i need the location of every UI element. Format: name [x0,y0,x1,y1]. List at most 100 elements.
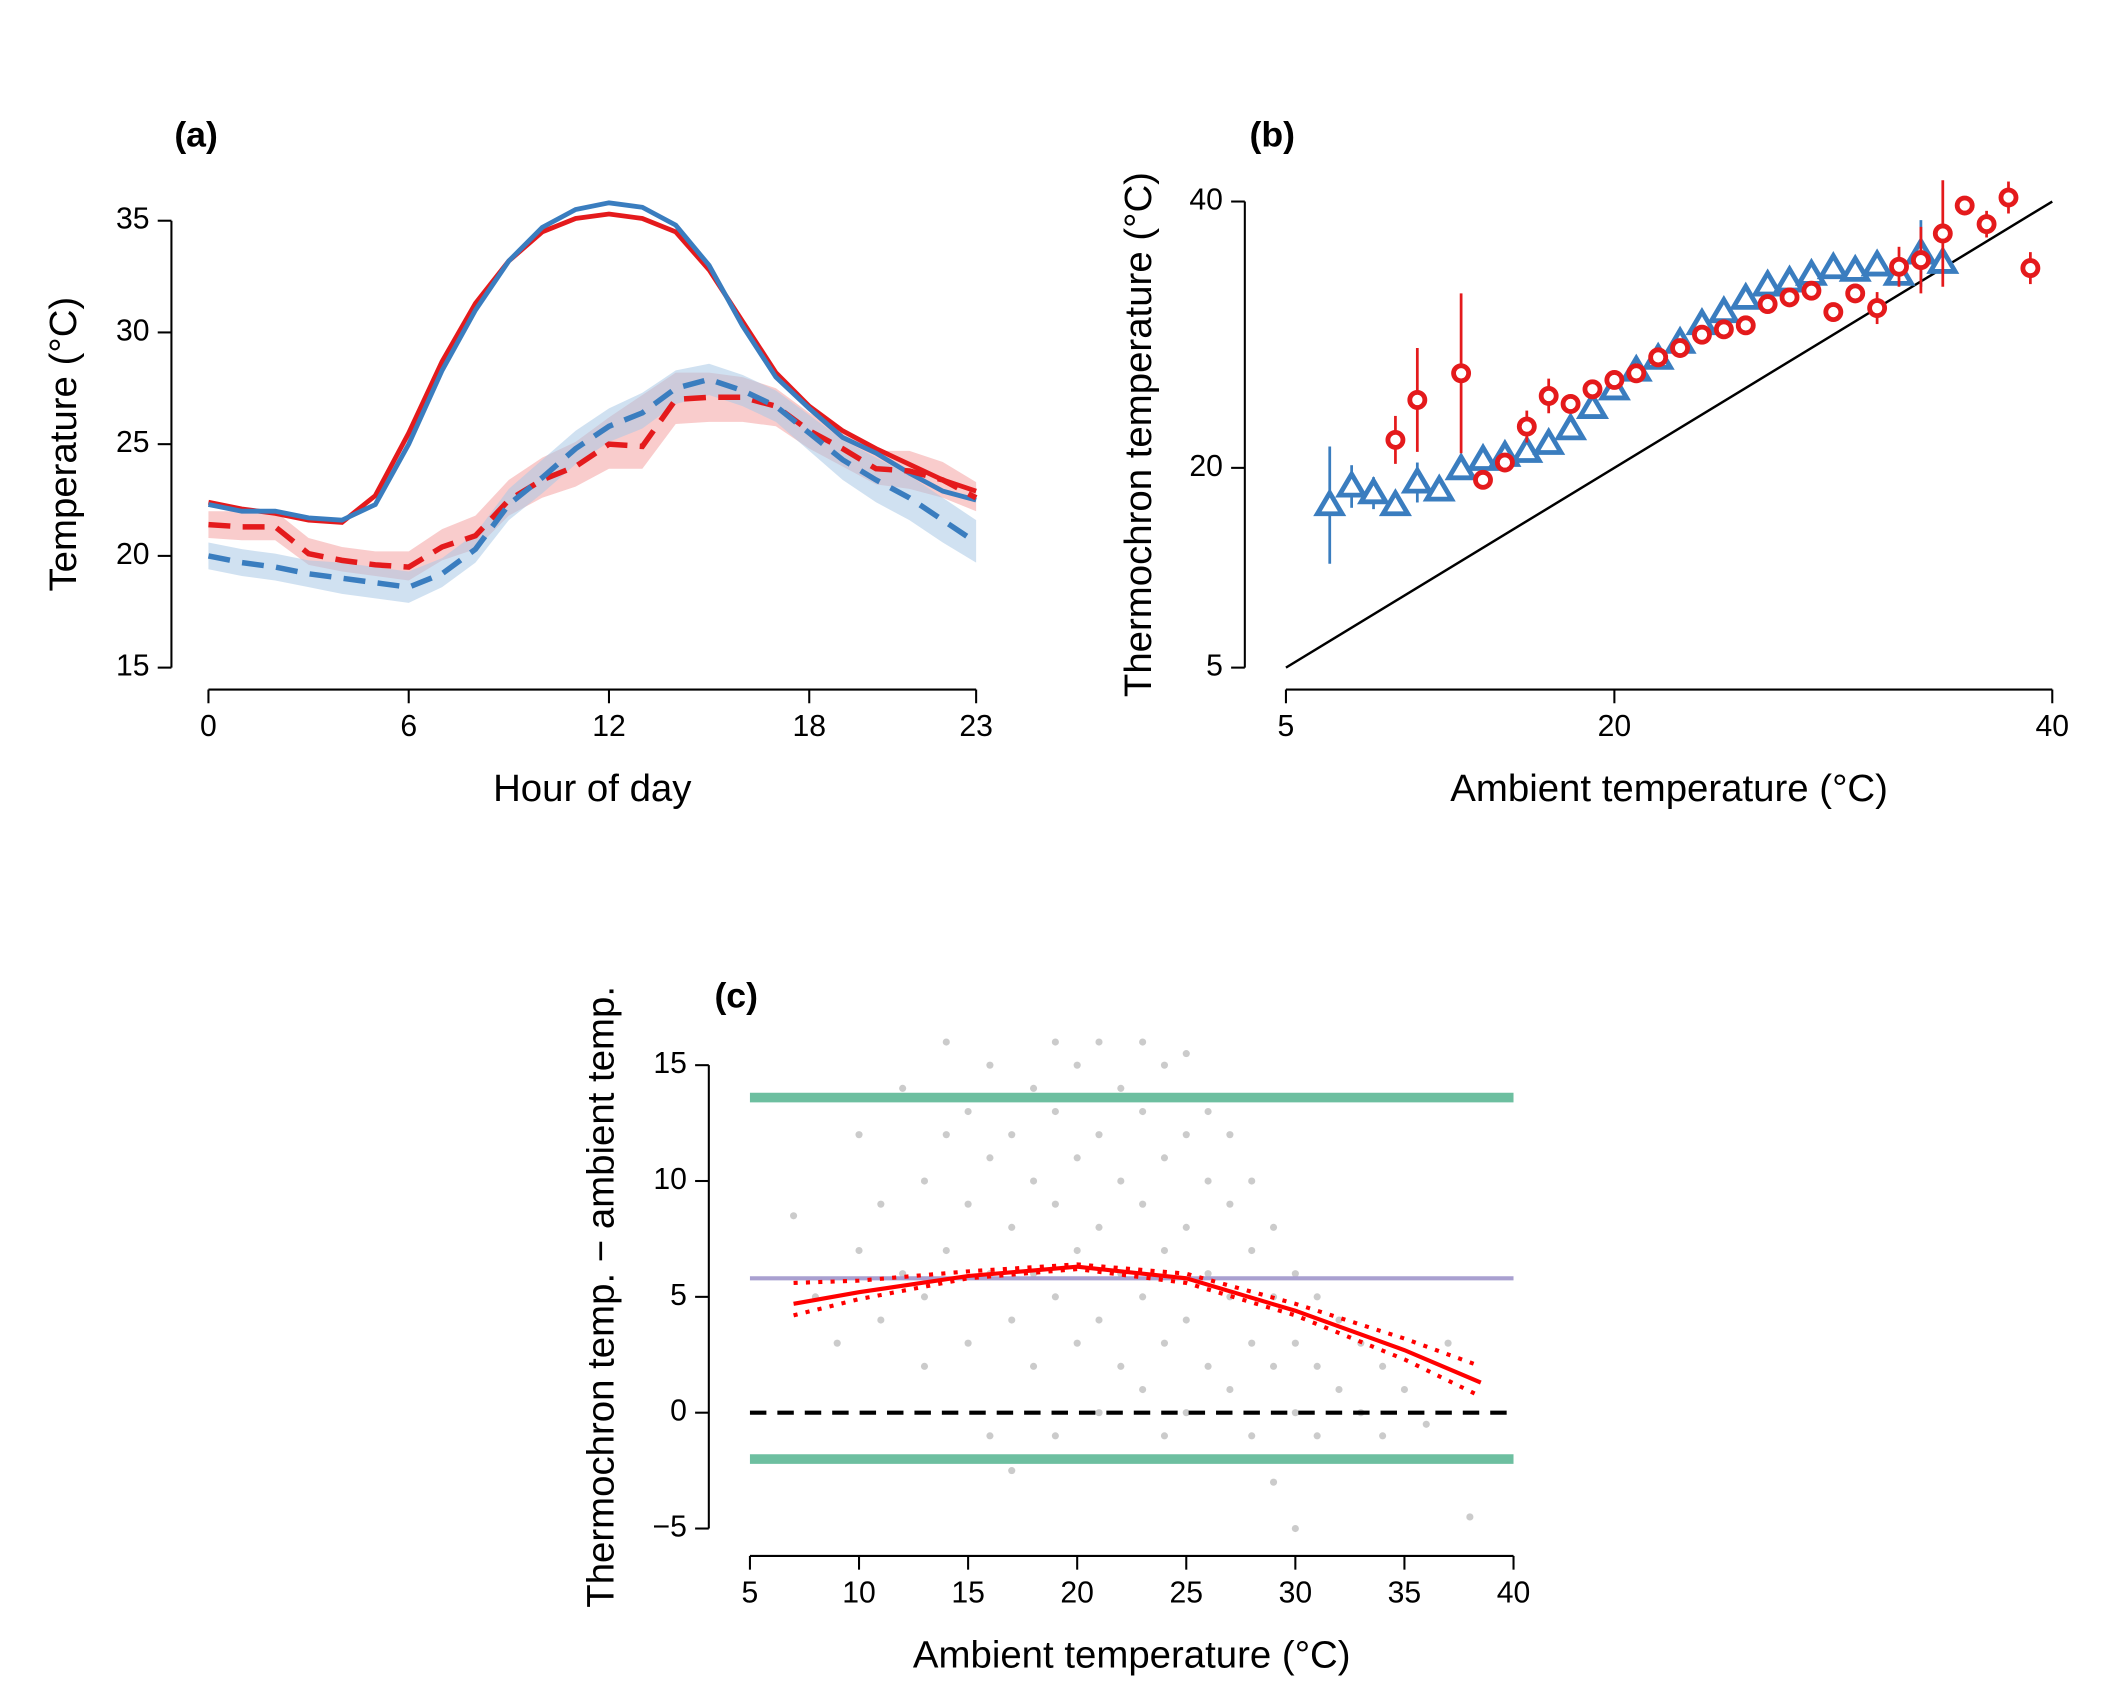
point [1670,338,1690,358]
point [942,1246,950,1255]
panel-title: (c) [714,975,758,1015]
point [1139,1200,1147,1208]
point [1029,1362,1038,1370]
point [1357,476,1391,505]
point [1160,1154,1169,1162]
point [1226,1200,1234,1208]
point [1378,488,1412,517]
point [1794,257,1828,286]
point [942,1131,950,1139]
point [1182,1050,1190,1058]
point [1204,1270,1212,1278]
point [1182,1316,1190,1324]
point [986,1154,994,1162]
point [1204,1362,1212,1370]
point [1095,1409,1103,1417]
y-tick-label: 15 [653,1047,687,1080]
point [1248,1339,1256,1347]
point [1139,1038,1147,1046]
point [1729,281,1763,310]
point [1932,223,1953,244]
x-tick-label: 25 [1170,1576,1204,1609]
point [1095,1131,1103,1139]
y-tick-label: 5 [1206,650,1223,683]
point [1095,1223,1103,1231]
point [920,1293,929,1301]
point [1560,393,1581,414]
point [1291,1409,1299,1417]
point [1466,442,1500,471]
point [1313,1432,1321,1440]
point [1626,363,1647,384]
point [1444,1339,1452,1347]
point [1823,302,1844,322]
point [1713,319,1734,340]
point [1029,1084,1038,1092]
point [1582,379,1603,400]
point [1248,1177,1256,1185]
point [1385,429,1406,450]
point [1379,1432,1387,1440]
point [1444,452,1478,481]
x-axis-label: Ambient temperature (°C) [913,1634,1351,1677]
point [1160,1061,1169,1069]
point [964,1200,972,1208]
point [1604,370,1625,390]
point [1779,287,1800,308]
point [1422,1420,1430,1428]
point [1313,1362,1321,1370]
point [1248,1432,1256,1440]
point [1073,1339,1081,1347]
point [2020,258,2041,279]
point [1976,214,1997,235]
point [1751,268,1785,297]
point [1466,1513,1474,1521]
point [1757,294,1778,314]
x-tick-label: 15 [951,1576,985,1609]
point [1816,251,1850,280]
y-tick-label: 10 [653,1163,687,1196]
x-tick-label: 10 [842,1576,876,1609]
point [1182,1409,1190,1417]
point [1051,1432,1059,1440]
point [1554,412,1588,441]
point [1073,1246,1081,1255]
point [1051,1200,1059,1208]
point [877,1316,885,1324]
y-tick-label: 20 [116,538,150,571]
point [1291,1524,1299,1533]
point [1494,452,1515,473]
y-tick-label: 5 [670,1279,687,1312]
point [964,1107,972,1116]
panel-title: (b) [1249,115,1295,155]
point [1575,390,1610,419]
point [1291,1270,1299,1278]
point [1313,488,1347,517]
x-tick-label: 30 [1279,1576,1313,1609]
point [1400,465,1434,494]
point [1204,1177,1212,1185]
point [1248,1246,1256,1255]
series-line [207,200,977,523]
y-axis-label: Thermochron temperature (°C) [1117,172,1160,697]
y-tick-label: 35 [116,203,150,236]
point [1707,294,1741,324]
x-tick-label: 5 [1278,710,1295,743]
point [1473,469,1493,490]
point [986,1061,994,1069]
point [1160,1339,1169,1347]
point [833,1339,841,1347]
x-tick-label: 12 [592,710,626,743]
x-tick-label: 0 [200,710,217,743]
point [1867,298,1888,318]
series-line [207,376,978,590]
y-tick-label: 20 [1189,450,1223,483]
x-tick-label: 40 [2036,710,2070,743]
point [1313,1293,1321,1301]
point [1451,363,1472,384]
point [942,1038,950,1046]
point [1335,1316,1343,1324]
series-line [208,394,978,570]
point [1379,1362,1387,1370]
